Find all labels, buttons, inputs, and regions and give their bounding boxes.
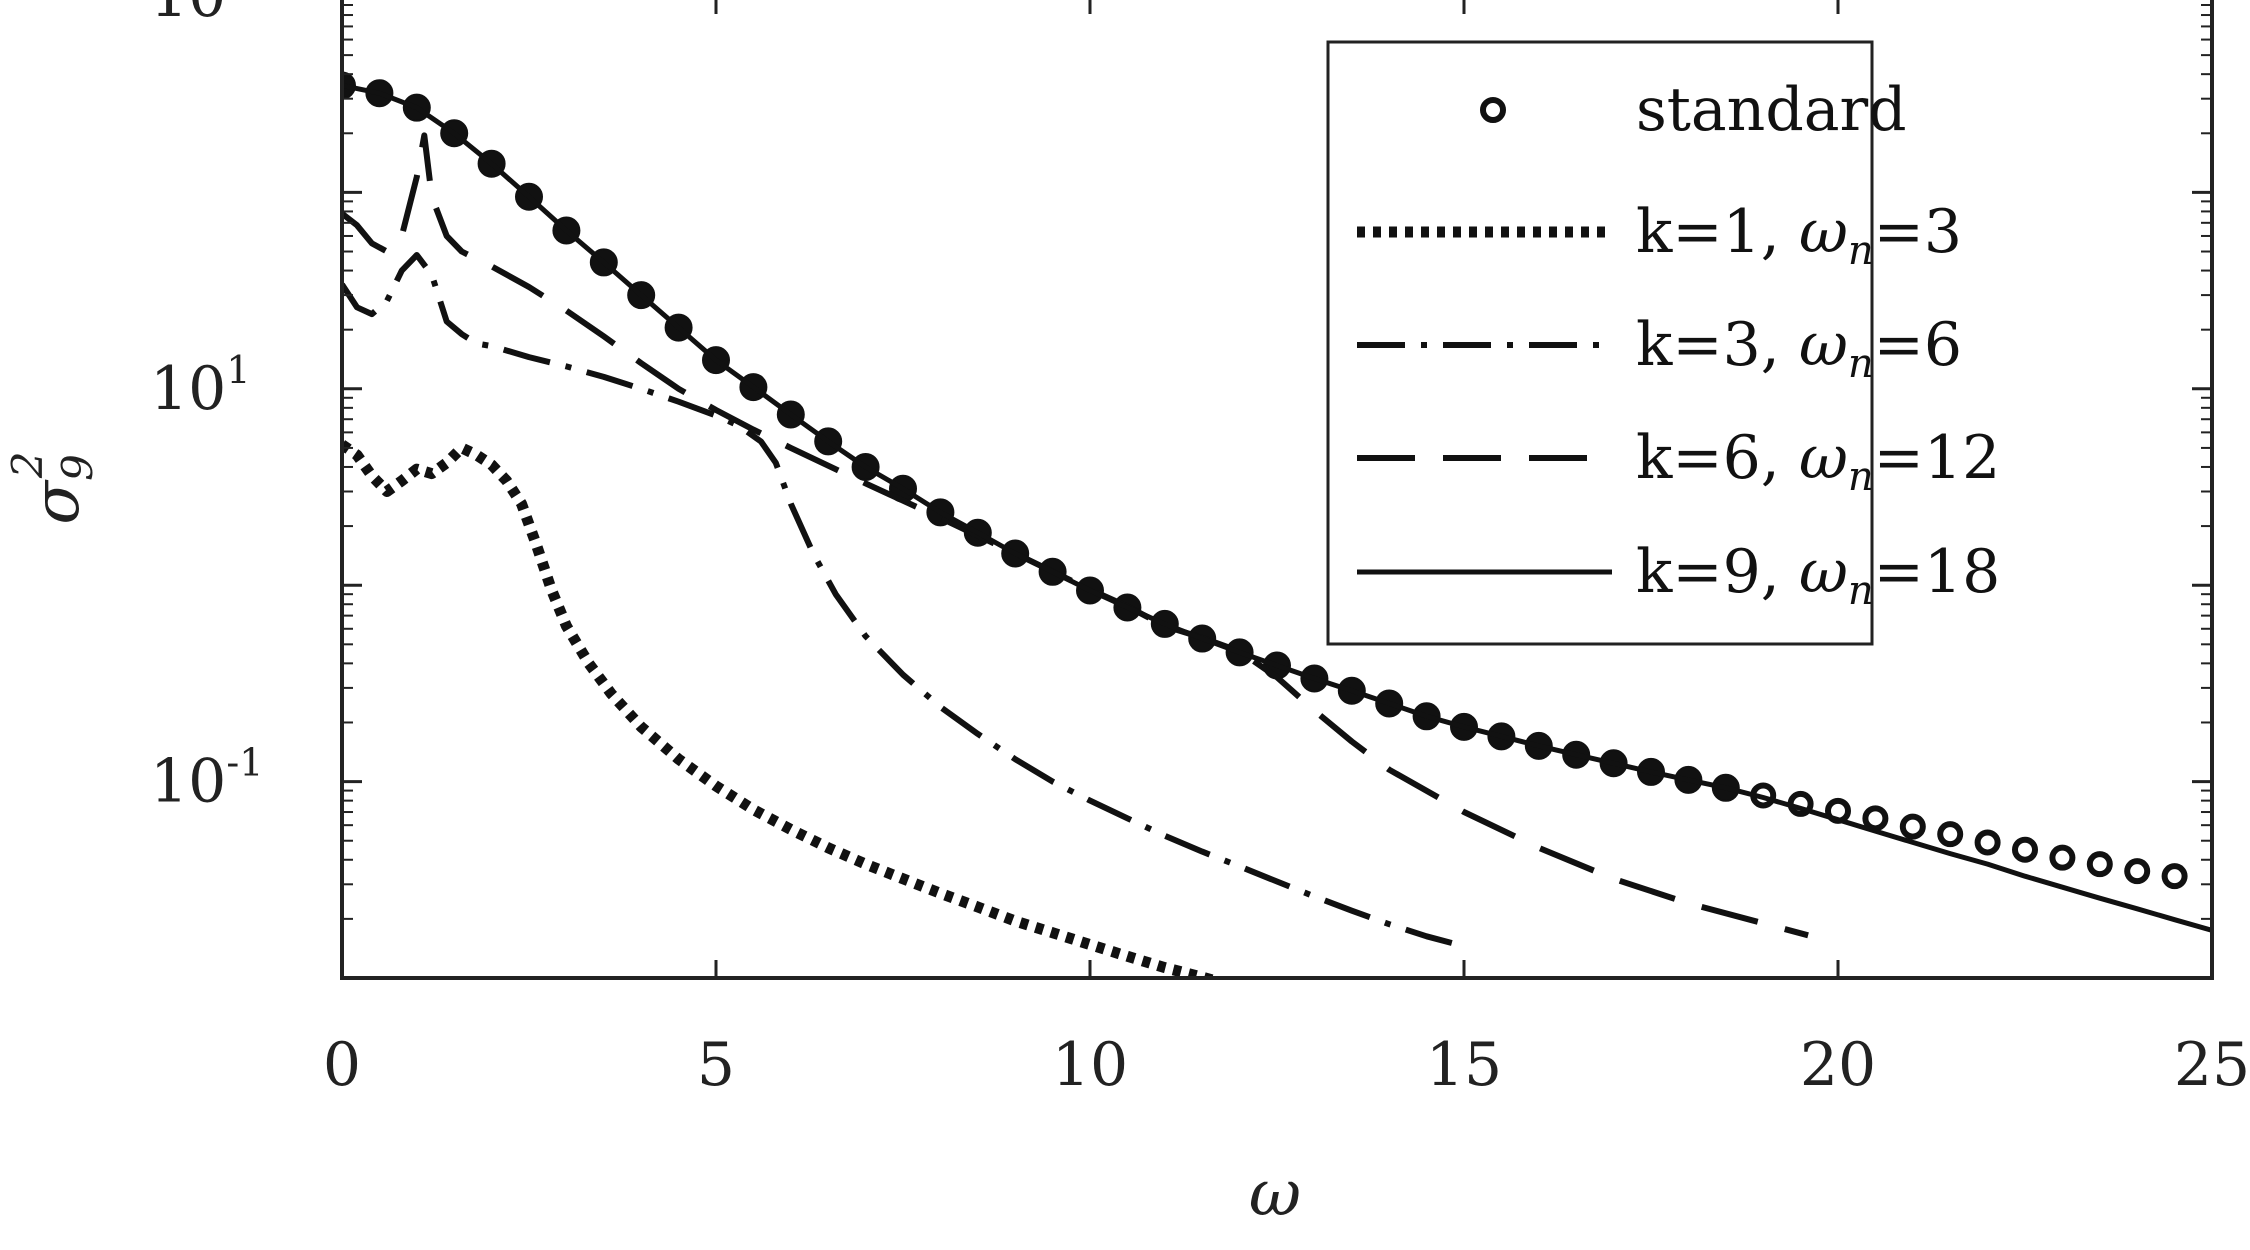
x-tick-label: 0 — [323, 1030, 361, 1100]
y-axis-label-superscript: 2 — [3, 451, 52, 479]
legend-label-subscript: n — [1848, 228, 1874, 274]
standard-marker — [1862, 805, 1889, 832]
legend-label-subscript: n — [1848, 568, 1874, 614]
series-line-4 — [342, 83, 2212, 933]
standard-marker — [2012, 836, 2038, 863]
legend-label-prefix: k=6, — [1636, 423, 1799, 493]
y-tick-label: 10-1 — [150, 741, 263, 817]
series-line-2 — [342, 252, 1465, 950]
legend-label-suffix: =12 — [1874, 423, 2001, 493]
x-tick-label: 25 — [2174, 1030, 2250, 1100]
x-tick-label: 20 — [1800, 1030, 1876, 1100]
legend-label-prefix: k=9, — [1636, 537, 1799, 607]
legend-label-suffix: =18 — [1874, 537, 2001, 607]
legend-label-omega: ω — [1799, 197, 1848, 267]
legend-label-omega: ω — [1799, 423, 1848, 493]
tick-layer: 051015202510310110-1 — [150, 0, 2250, 1100]
y-axis-label-base: σ — [20, 479, 94, 525]
standard-marker — [2049, 844, 2076, 871]
y-tick-exponent: 1 — [226, 348, 250, 392]
standard-marker — [2086, 851, 2113, 878]
legend-entry-label: k=1, ωn=3 — [1636, 197, 1962, 274]
series-layer — [342, 71, 2212, 978]
legend-entry-label: k=3, ωn=6 — [1636, 310, 1962, 387]
standard-marker — [2124, 858, 2151, 885]
y-tick-base: 10 — [150, 354, 226, 424]
y-tick-base: 10 — [150, 747, 226, 817]
y-tick-label: 103 — [150, 0, 251, 31]
y-axis-label-subscript: 9 — [53, 454, 102, 481]
y-tick-label: 101 — [150, 348, 251, 424]
legend-label-prefix: k=3, — [1636, 310, 1799, 380]
standard-marker — [1974, 829, 2001, 856]
legend-entry-label: k=9, ωn=18 — [1636, 537, 2000, 614]
y-axis-label: σ92 — [3, 451, 102, 524]
y-tick-base: 10 — [150, 0, 226, 31]
standard-marker — [1937, 821, 1964, 848]
series-line-3 — [342, 132, 1809, 939]
legend-label-prefix: k=1, — [1636, 197, 1799, 267]
legend-entry-label: k=6, ωn=12 — [1636, 423, 2000, 500]
legend-label-suffix: =6 — [1874, 310, 1962, 380]
legend-label-suffix: =3 — [1874, 197, 1962, 267]
series-line-1 — [342, 440, 1227, 978]
plot-frame — [340, 0, 2214, 980]
standard-marker — [2161, 863, 2188, 890]
y-tick-exponent: -1 — [226, 741, 263, 785]
legend-label-subscript: n — [1848, 341, 1874, 387]
legend-label-omega: ω — [1799, 310, 1848, 380]
x-tick-label: 5 — [697, 1030, 735, 1100]
x-tick-label: 10 — [1052, 1030, 1128, 1100]
standard-marker — [1899, 813, 1926, 840]
legend-entry-label: standard — [1636, 75, 1907, 145]
legend-marker-standard — [1480, 97, 1506, 123]
x-tick-label: 15 — [1426, 1030, 1502, 1100]
legend-label-omega: ω — [1799, 537, 1848, 607]
legend-label-subscript: n — [1848, 454, 1874, 500]
x-axis-label: ω — [1249, 1157, 1301, 1231]
legend-box — [1326, 40, 1874, 646]
